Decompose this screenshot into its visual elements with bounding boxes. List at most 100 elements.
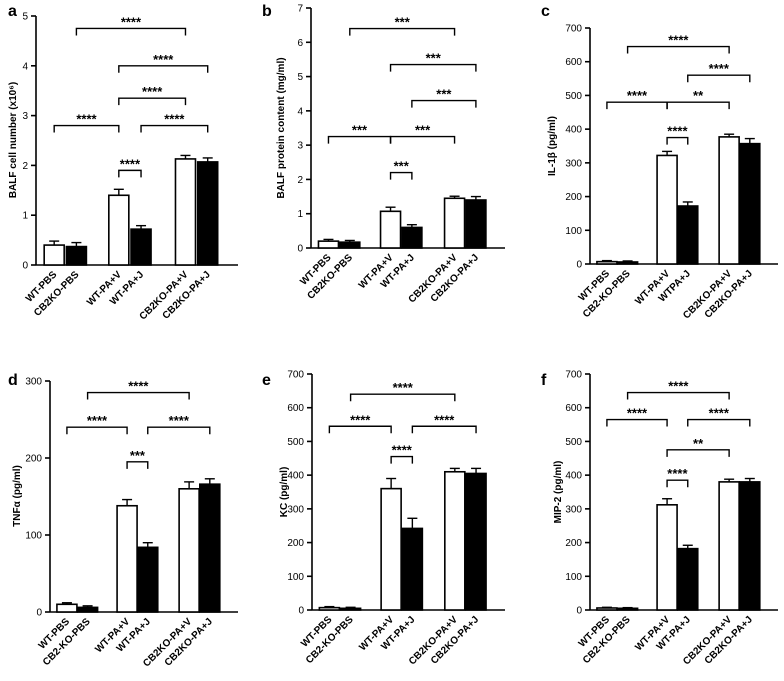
significance-bracket	[687, 74, 751, 83]
y-tick-label: 200	[25, 454, 42, 465]
panel-letter: b	[262, 3, 272, 20]
y-axis-label: IL-1β (pg/ml)	[547, 116, 558, 176]
bar-cb2-ko-pbs	[76, 606, 99, 613]
significance-label: ****	[668, 379, 689, 394]
bar-cb2-ko-pbs	[339, 607, 362, 611]
significance-label: ****	[668, 33, 689, 48]
significance-label: ****	[169, 413, 190, 428]
significance-bracket	[626, 45, 730, 54]
y-tick-label: 400	[287, 471, 304, 482]
significance-bracket	[411, 99, 477, 108]
y-tick-label: 0	[298, 606, 304, 617]
y-tick-label: 500	[287, 437, 304, 448]
significance-label: ****	[350, 412, 371, 427]
significance-bracket	[687, 418, 751, 427]
y-tick-label: 7	[297, 4, 303, 15]
panel-letter: c	[541, 3, 550, 20]
y-tick-label: 500	[565, 437, 582, 448]
significance-label: ****	[128, 379, 149, 394]
bar-wt-pa+j	[130, 228, 152, 266]
significance-bracket	[606, 101, 668, 110]
y-tick-label: 100	[25, 531, 42, 542]
bar-cb2ko-pa+v	[718, 481, 740, 611]
significance-label: **	[693, 436, 704, 451]
significance-label: **	[693, 88, 704, 103]
y-tick-label: 2	[297, 175, 303, 186]
bar-cb2ko-pa+j	[465, 199, 487, 249]
significance-bracket	[118, 65, 209, 73]
y-tick-label: 100	[565, 226, 582, 237]
significance-bracket	[389, 135, 456, 144]
significance-bracket	[626, 391, 730, 400]
significance-label: ****	[709, 61, 730, 76]
y-tick-label: 700	[565, 24, 582, 35]
bar-wt-pa+v	[379, 210, 402, 249]
significance-label: ****	[76, 112, 97, 127]
significance-bracket	[327, 135, 392, 144]
y-tick-label: 200	[287, 538, 304, 549]
bar-cb2ko-pbs	[338, 241, 361, 249]
bar-wt-pa+v	[116, 504, 138, 613]
significance-label: ****	[667, 466, 688, 481]
bar-wt-pa+j	[401, 527, 424, 611]
significance-bracket	[118, 97, 187, 106]
y-tick-label: 6	[297, 38, 303, 49]
bar-wt-pa+v	[108, 194, 130, 266]
significance-bracket	[86, 391, 190, 400]
significance-bracket	[349, 27, 456, 36]
significance-label: ***	[394, 159, 410, 174]
significance-bracket	[66, 426, 128, 435]
bar-cb2ko-pa+v	[178, 487, 200, 613]
bar-cb2-ko-pbs	[616, 261, 639, 265]
bar-cb2ko-pa+j	[199, 483, 221, 613]
significance-bracket	[328, 425, 392, 434]
y-tick-label: 600	[565, 57, 582, 68]
bar-cb2ko-pa+j	[738, 142, 761, 265]
significance-label: ****	[434, 412, 455, 427]
y-tick-label: 2	[22, 161, 28, 172]
bar-wt-pa+j	[676, 547, 699, 611]
significance-bracket	[666, 136, 689, 145]
y-tick-label: 200	[565, 192, 582, 203]
significance-bracket	[666, 449, 730, 457]
y-tick-label: 1	[297, 209, 303, 220]
bar-wt-pa+v	[656, 504, 678, 611]
y-tick-label: 700	[287, 370, 304, 381]
y-tick-label: 300	[565, 158, 582, 169]
y-axis-label: KC (pg/ml)	[279, 467, 290, 518]
y-tick-label: 300	[25, 377, 42, 388]
significance-label: ***	[130, 448, 146, 463]
y-tick-label: 100	[287, 572, 304, 583]
significance-label: ***	[436, 87, 452, 102]
significance-bracket	[147, 426, 211, 435]
significance-label: ****	[709, 406, 730, 421]
significance-bracket	[118, 169, 142, 178]
bar-cb2ko-pbs	[65, 245, 88, 266]
y-tick-label: 700	[565, 370, 582, 381]
significance-bracket	[411, 425, 477, 434]
significance-bracket	[349, 393, 456, 402]
significance-bracket	[606, 418, 668, 427]
y-axis-label: TNFα (pg/ml)	[12, 465, 23, 527]
significance-bracket	[389, 171, 413, 180]
y-tick-label: 4	[22, 61, 28, 72]
bar-cb2-ko-pbs	[616, 607, 639, 611]
significance-label: ****	[627, 88, 648, 103]
significance-label: ****	[627, 406, 648, 421]
significance-label: ****	[393, 380, 414, 395]
significance-bracket	[390, 455, 414, 464]
significance-bracket	[666, 479, 689, 488]
y-tick-label: 400	[565, 471, 582, 482]
significance-label: ****	[153, 52, 174, 67]
significance-bracket	[75, 27, 187, 36]
bar-wt-pbs	[596, 260, 618, 265]
panel-letter: d	[8, 372, 18, 389]
bar-cb2ko-pa+j	[196, 161, 219, 266]
bar-cb2ko-pa+j	[738, 481, 761, 611]
significance-bracket	[53, 124, 120, 133]
bar-cb2ko-pa+v	[174, 158, 197, 266]
